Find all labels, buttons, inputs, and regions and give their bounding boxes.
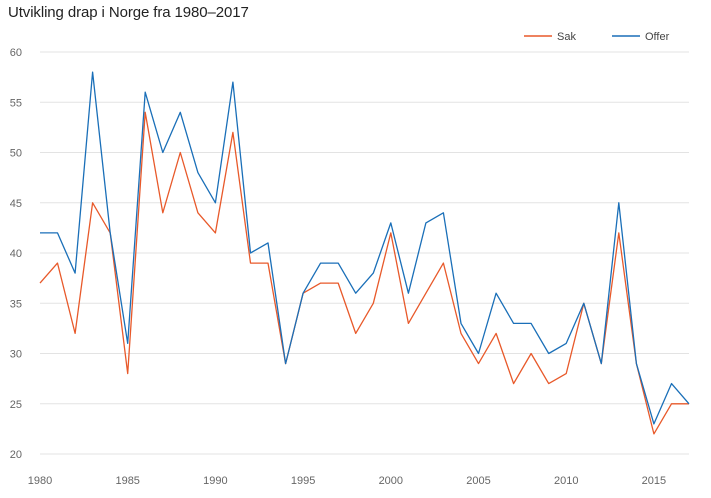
x-tick-label: 1990 bbox=[203, 475, 227, 487]
x-tick-label: 1985 bbox=[115, 475, 139, 487]
y-tick-label: 25 bbox=[10, 399, 22, 411]
x-tick-label: 1995 bbox=[291, 475, 315, 487]
x-tick-label: 2005 bbox=[466, 475, 490, 487]
y-axis-ticks: 20 25 30 35 40 45 50 55 60 bbox=[10, 47, 22, 461]
y-tick-label: 60 bbox=[10, 47, 22, 59]
y-tick-label: 50 bbox=[10, 148, 22, 160]
x-tick-label: 2015 bbox=[642, 475, 666, 487]
chart-title: Utvikling drap i Norge fra 1980–2017 bbox=[8, 4, 249, 21]
legend-label-sak: Sak bbox=[557, 31, 576, 43]
x-tick-label: 1980 bbox=[28, 475, 52, 487]
y-tick-label: 30 bbox=[10, 349, 22, 361]
y-tick-label: 20 bbox=[10, 449, 22, 461]
series-lines bbox=[39, 71, 690, 435]
y-tick-label: 55 bbox=[10, 97, 22, 109]
gridlines bbox=[40, 51, 689, 455]
x-tick-label: 2010 bbox=[554, 475, 578, 487]
y-tick-label: 45 bbox=[10, 198, 22, 210]
x-tick-label: 2000 bbox=[379, 475, 403, 487]
legend-label-offer: Offer bbox=[645, 31, 670, 43]
legend: Sak Offer bbox=[524, 31, 670, 43]
y-tick-label: 35 bbox=[10, 298, 22, 310]
y-tick-label: 40 bbox=[10, 248, 22, 260]
series-line-offer bbox=[40, 71, 690, 425]
series-line-sak bbox=[39, 111, 689, 435]
x-axis-ticks: 1980 1985 1990 1995 2000 2005 2010 2015 bbox=[28, 475, 666, 487]
